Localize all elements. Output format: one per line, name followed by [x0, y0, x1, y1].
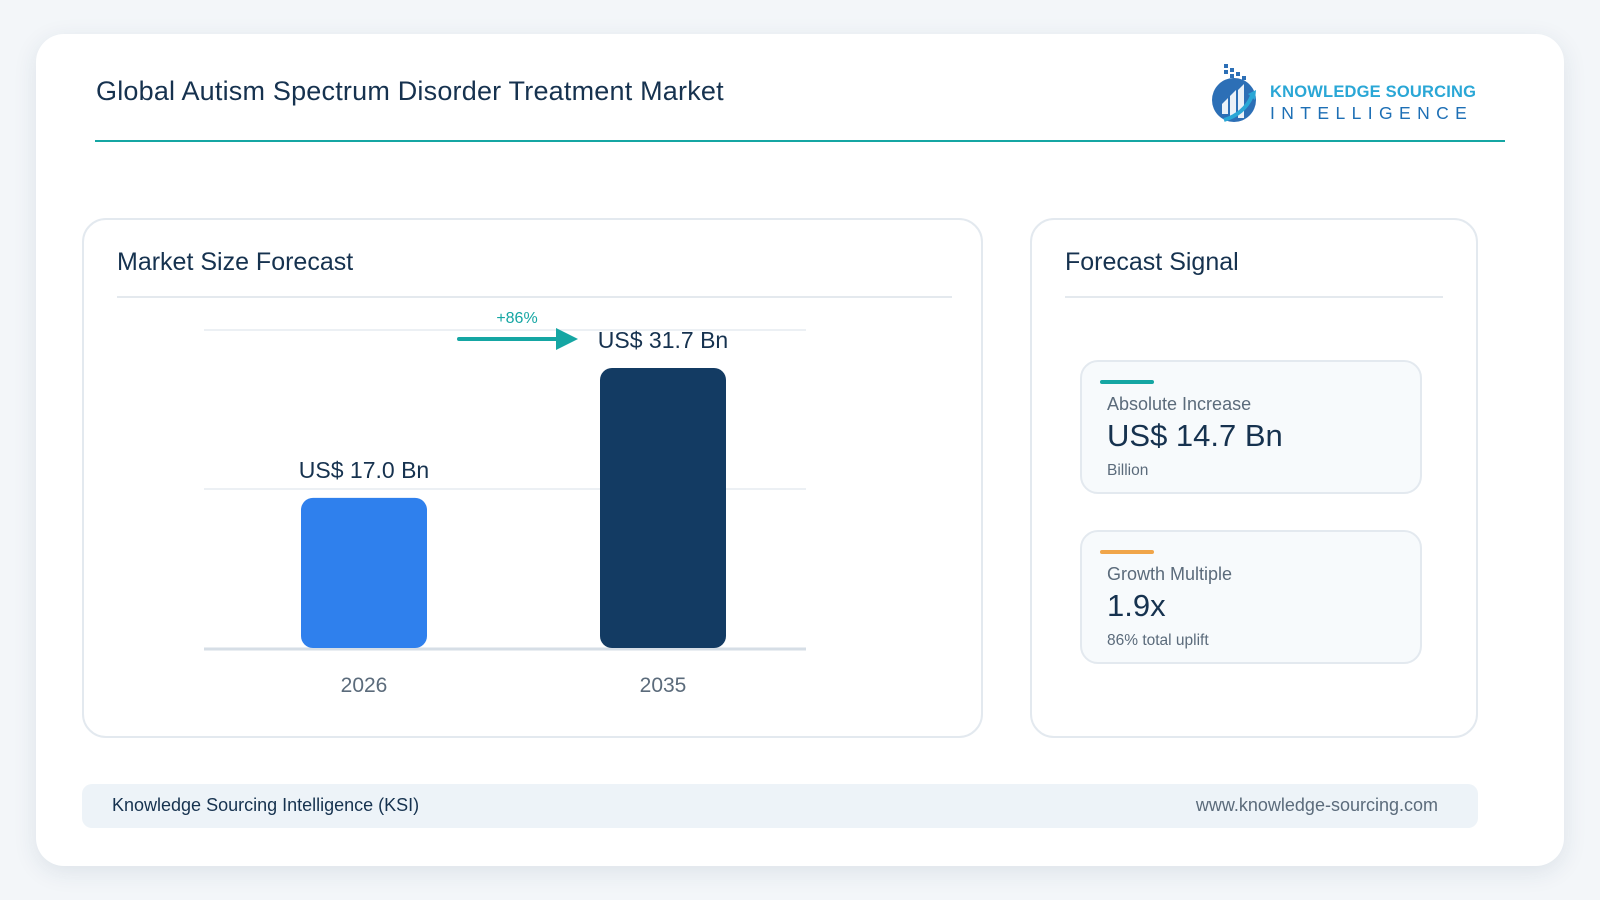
- x-tick-label: 2026: [341, 674, 388, 697]
- growth-label: +86%: [496, 310, 537, 327]
- bar-2035: [600, 367, 726, 648]
- metric-accent-bar: [1100, 380, 1154, 384]
- header-divider: [95, 140, 1505, 142]
- forecast-signal-title: Forecast Signal: [1065, 248, 1239, 276]
- page-title: Global Autism Spectrum Disorder Treatmen…: [96, 76, 724, 106]
- x-tick-label: 2035: [640, 674, 687, 697]
- logo-text-bottom: INTELLIGENCE: [1270, 103, 1474, 123]
- footer-company: Knowledge Sourcing Intelligence (KSI): [112, 795, 420, 815]
- absolute-increase-card: Absolute Increase US$ 14.7 Bn Billion: [1080, 360, 1422, 494]
- metric-label: Absolute Increase: [1107, 394, 1252, 414]
- data-label: US$ 17.0 Bn: [299, 457, 429, 483]
- metric-value: US$ 14.7 Bn: [1107, 418, 1283, 453]
- metric-accent-bar: [1100, 550, 1154, 554]
- metric-subtext: Billion: [1107, 462, 1149, 479]
- metric-label: Growth Multiple: [1107, 564, 1233, 584]
- logo-text-top: KNOWLEDGE SOURCING: [1270, 83, 1477, 101]
- company-logo: KNOWLEDGE SOURCING INTELLIGENCE: [1210, 60, 1476, 130]
- panel-divider: [1065, 296, 1443, 298]
- bar-2026: [301, 497, 427, 648]
- footer-bar: Knowledge Sourcing Intelligence (KSI) ww…: [82, 784, 1478, 828]
- growth-arrow-icon: [556, 328, 578, 350]
- growth-multiple-card: Growth Multiple 1.9x 86% total uplift: [1080, 530, 1422, 664]
- forecast-signal-panel: Forecast Signal Absolute Increase US$ 14…: [1030, 218, 1478, 738]
- data-label: US$ 31.7 Bn: [598, 327, 728, 353]
- metric-value: 1.9x: [1107, 588, 1166, 623]
- metric-subtext: 86% total uplift: [1107, 632, 1209, 649]
- market-size-panel: Market Size Forecast US$ 17.0 Bn 2026 US$ …: [82, 218, 983, 738]
- panel-divider: [117, 296, 952, 298]
- logo-icon: [1212, 64, 1256, 122]
- market-size-title: Market Size Forecast: [117, 248, 354, 276]
- footer-website-link[interactable]: www.knowledge-sourcing.com: [1195, 795, 1438, 815]
- bar-chart: US$ 17.0 Bn 2026 US$ 31.7 Bn 2035 +86%: [204, 310, 806, 697]
